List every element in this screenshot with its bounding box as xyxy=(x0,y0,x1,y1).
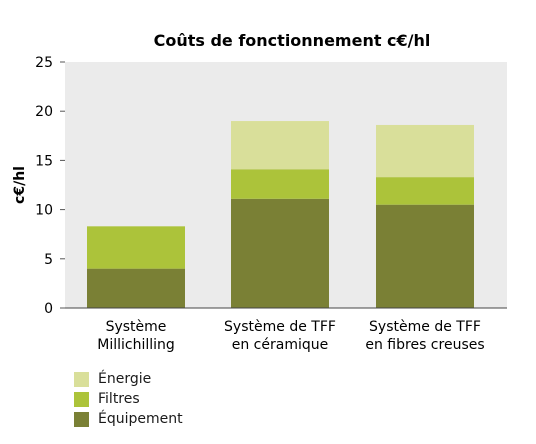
legend-item: Énergie xyxy=(74,369,183,389)
bar-segment xyxy=(376,177,474,205)
x-tick-label: Système de TFF xyxy=(224,319,336,335)
y-axis-label: c€/hl xyxy=(12,166,28,204)
legend-swatch xyxy=(74,371,89,387)
y-tick-label: 10 xyxy=(35,203,53,219)
legend-label: Énergie xyxy=(98,371,152,387)
x-axis-labels: Système Millichilling Système de TFF en cér… xyxy=(97,319,484,353)
legend: Énergie Filtres Équipement xyxy=(74,369,183,429)
bar-segment xyxy=(87,268,185,308)
legend-swatch xyxy=(74,411,89,427)
x-tick-label: Millichilling xyxy=(97,337,175,353)
bar-segment xyxy=(231,169,329,199)
legend-item: Équipement xyxy=(74,409,183,429)
legend-label: Filtres xyxy=(98,391,140,407)
bar-segment xyxy=(376,204,474,308)
y-tick-label: 20 xyxy=(35,104,53,120)
y-tick-label: 15 xyxy=(35,153,53,169)
y-tick-label: 25 xyxy=(35,55,53,71)
legend-item: Filtres xyxy=(74,389,183,409)
x-tick-label: Système xyxy=(106,319,167,335)
legend-swatch xyxy=(74,391,89,407)
x-tick-label: en fibres creuses xyxy=(365,337,484,353)
y-axis: 0 5 10 15 20 25 xyxy=(35,55,65,317)
bars xyxy=(87,121,474,308)
y-tick-label: 0 xyxy=(44,301,53,317)
bar-segment xyxy=(231,198,329,308)
bar-segment xyxy=(87,226,185,269)
x-tick-label: Système de TFF xyxy=(369,319,481,335)
bar-segment xyxy=(231,121,329,170)
x-tick-label: en céramique xyxy=(232,337,328,353)
chart-title: Coûts de fonctionnement c€/hl xyxy=(154,31,431,50)
y-tick-label: 5 xyxy=(44,252,53,268)
bar-segment xyxy=(376,124,474,178)
legend-label: Équipement xyxy=(98,411,183,427)
